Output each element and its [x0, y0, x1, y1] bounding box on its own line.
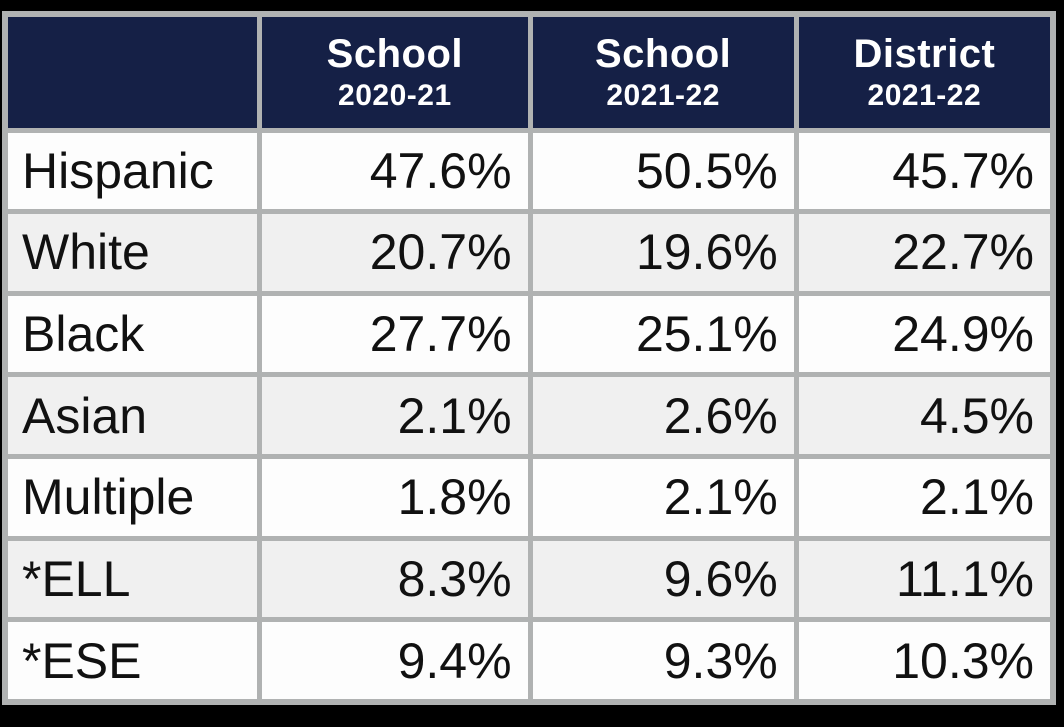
- cell-value: 45.7%: [793, 127, 1056, 215]
- cell-value: 22.7%: [793, 209, 1056, 296]
- table-row-white: White 20.7% 19.6% 22.7%: [2, 209, 1056, 296]
- cell-value: 20.7%: [257, 209, 533, 296]
- column-header-district-2021-22: District 2021-22: [793, 11, 1056, 133]
- row-label: Black: [2, 290, 263, 378]
- cell-value: 9.3%: [527, 617, 799, 705]
- cell-value: 24.9%: [793, 290, 1056, 378]
- cell-value: 19.6%: [527, 209, 799, 296]
- row-label: Asian: [2, 372, 263, 459]
- column-header-blank: [2, 11, 263, 133]
- cell-value: 50.5%: [527, 127, 799, 215]
- column-title: District: [853, 32, 996, 77]
- demographics-table: School 2020-21 School 2021-22 District 2…: [2, 11, 1056, 705]
- cell-value: 2.1%: [527, 453, 799, 541]
- column-subtitle: 2021-22: [606, 78, 720, 112]
- row-label: Multiple: [2, 453, 263, 541]
- cell-value: 11.1%: [793, 535, 1056, 623]
- table-row-asian: Asian 2.1% 2.6% 4.5%: [2, 372, 1056, 459]
- table-row-multiple: Multiple 1.8% 2.1% 2.1%: [2, 453, 1056, 541]
- column-subtitle: 2021-22: [867, 78, 982, 112]
- table-row-ell: *ELL 8.3% 9.6% 11.1%: [2, 535, 1056, 623]
- cell-value: 25.1%: [527, 290, 799, 378]
- cell-value: 9.4%: [257, 617, 533, 705]
- column-title: School: [326, 32, 464, 77]
- column-title: School: [594, 32, 732, 77]
- table-header: School 2020-21 School 2021-22 District 2…: [2, 11, 1056, 133]
- table-row-ese: *ESE 9.4% 9.3% 10.3%: [2, 617, 1056, 705]
- cell-value: 8.3%: [257, 535, 533, 623]
- cell-value: 1.8%: [257, 453, 533, 541]
- row-label: Hispanic: [2, 127, 263, 215]
- table-row-black: Black 27.7% 25.1% 24.9%: [2, 290, 1056, 378]
- cell-value: 2.1%: [793, 453, 1056, 541]
- column-header-school-2021-22: School 2021-22: [527, 11, 799, 133]
- column-subtitle: 2020-21: [338, 78, 452, 112]
- cell-value: 2.1%: [257, 372, 533, 459]
- table-frame: School 2020-21 School 2021-22 District 2…: [2, 11, 1056, 705]
- row-label: *ELL: [2, 535, 263, 623]
- row-label: White: [2, 209, 263, 296]
- cell-value: 4.5%: [793, 372, 1056, 459]
- table-body: Hispanic 47.6% 50.5% 45.7% White 20.7% 1…: [2, 127, 1056, 705]
- cell-value: 9.6%: [527, 535, 799, 623]
- column-header-school-2020-21: School 2020-21: [257, 11, 533, 133]
- cell-value: 2.6%: [527, 372, 799, 459]
- row-label: *ESE: [2, 617, 263, 705]
- cell-value: 10.3%: [793, 617, 1056, 705]
- cell-value: 47.6%: [257, 127, 533, 215]
- cell-value: 27.7%: [257, 290, 533, 378]
- table-row-hispanic: Hispanic 47.6% 50.5% 45.7%: [2, 127, 1056, 215]
- header-row: School 2020-21 School 2021-22 District 2…: [2, 11, 1056, 133]
